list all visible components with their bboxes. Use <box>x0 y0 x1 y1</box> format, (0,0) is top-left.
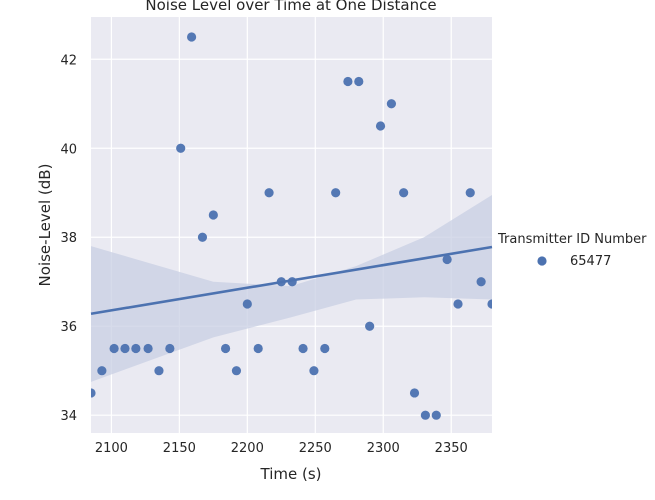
confidence-band-area <box>91 194 492 382</box>
data-point <box>365 321 375 331</box>
x-tick-label: 2250 <box>299 441 332 456</box>
data-point <box>431 410 441 420</box>
data-point <box>154 366 164 376</box>
data-point <box>476 277 486 287</box>
x-tick-label: 2350 <box>435 441 468 456</box>
data-point <box>465 188 475 198</box>
data-point <box>253 343 263 354</box>
data-point <box>420 410 430 420</box>
data-point <box>442 254 452 265</box>
chart-title: Noise Level over Time at One Distance <box>145 0 436 14</box>
x-tick-label: 2300 <box>367 441 400 456</box>
x-tick-label: 2200 <box>231 441 264 456</box>
data-point <box>131 343 141 354</box>
data-point <box>375 121 386 131</box>
data-point <box>343 76 353 87</box>
data-point <box>399 188 409 198</box>
data-point <box>208 210 218 220</box>
data-point <box>231 366 242 376</box>
data-point <box>143 343 153 354</box>
data-point <box>97 366 107 376</box>
x-tick-label: 2150 <box>163 441 196 456</box>
data-point <box>165 343 175 354</box>
legend-label: 65477 <box>570 254 611 269</box>
legend-title: Transmitter ID Number <box>497 232 647 247</box>
data-point <box>264 188 274 198</box>
y-tick-label: 34 <box>60 409 77 424</box>
x-axis-ticks: 2100 2150 2200 2250 2300 2350 <box>95 441 468 456</box>
x-axis-label: Time (s) <box>260 465 322 483</box>
data-point <box>91 388 96 398</box>
data-point <box>287 277 297 287</box>
scatter-points <box>91 32 492 420</box>
data-point <box>298 343 308 354</box>
y-tick-label: 40 <box>60 142 77 157</box>
data-point <box>120 343 130 354</box>
y-tick-label: 38 <box>60 231 77 246</box>
data-point <box>220 343 231 354</box>
data-point <box>320 343 330 354</box>
legend: Transmitter ID Number 65477 <box>497 232 647 269</box>
data-point <box>487 299 492 309</box>
y-axis-ticks: 34 36 38 40 42 <box>60 53 77 424</box>
data-point <box>409 388 420 398</box>
confidence-band <box>91 194 492 382</box>
data-point <box>276 277 286 287</box>
data-point <box>309 366 319 376</box>
data-point <box>386 99 397 109</box>
y-tick-label: 36 <box>60 320 77 335</box>
y-axis-label: Noise-Level (dB) <box>36 164 54 287</box>
y-tick-label: 42 <box>60 53 77 68</box>
data-point <box>109 343 119 354</box>
data-point <box>197 232 208 242</box>
data-point <box>176 143 186 153</box>
data-point <box>331 188 341 198</box>
x-tick-label: 2100 <box>95 441 128 456</box>
data-point <box>354 76 364 87</box>
plot-area <box>91 17 492 433</box>
data-point <box>242 299 252 309</box>
legend-marker <box>537 256 547 266</box>
data-point <box>453 299 463 309</box>
data-point <box>186 32 197 42</box>
